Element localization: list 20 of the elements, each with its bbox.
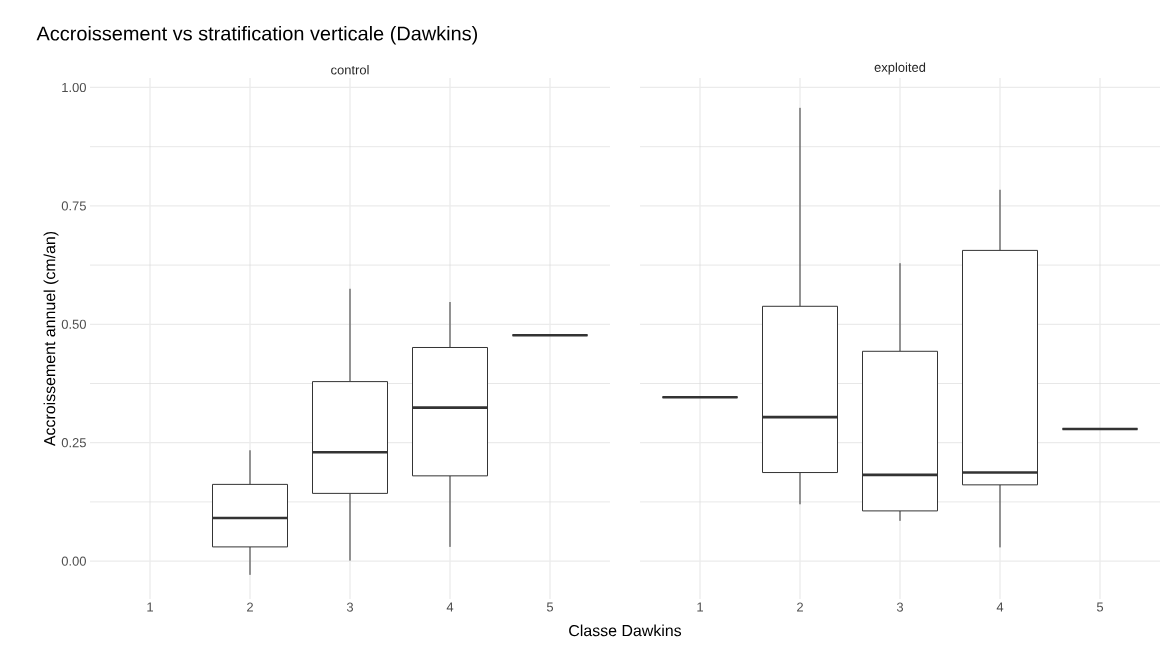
x-tick-label: 1 [147,602,153,612]
x-tick-label: 4 [996,602,1004,612]
x-tick-label: 4 [446,602,454,612]
x-tick-label: 5 [1096,602,1104,612]
y-axis-title: Accroissement annuel (cm/an) [43,231,59,447]
x-tick-label: 5 [546,602,554,612]
y-tick-label: 0.25 [61,438,86,448]
y-tick-label: 0.50 [61,319,86,329]
y-tick-label: 0.75 [61,201,86,211]
x-tick-label: 3 [346,602,354,612]
y-tick-label: 0.00 [61,556,86,566]
x-tick-label: 3 [896,602,904,612]
chart-subtitle: control [331,64,369,75]
chart-subtitle: exploited [874,62,926,75]
x-tick-label: 2 [247,602,253,612]
chart-title: Accroissement vs stratification verticale (Dawkins) [36,25,478,45]
y-tick-label: 1.00 [62,82,86,93]
x-tick-label: 2 [797,602,803,612]
x-tick-label: 1 [697,602,703,612]
x-axis-title: Classe Dawkins [569,624,682,637]
